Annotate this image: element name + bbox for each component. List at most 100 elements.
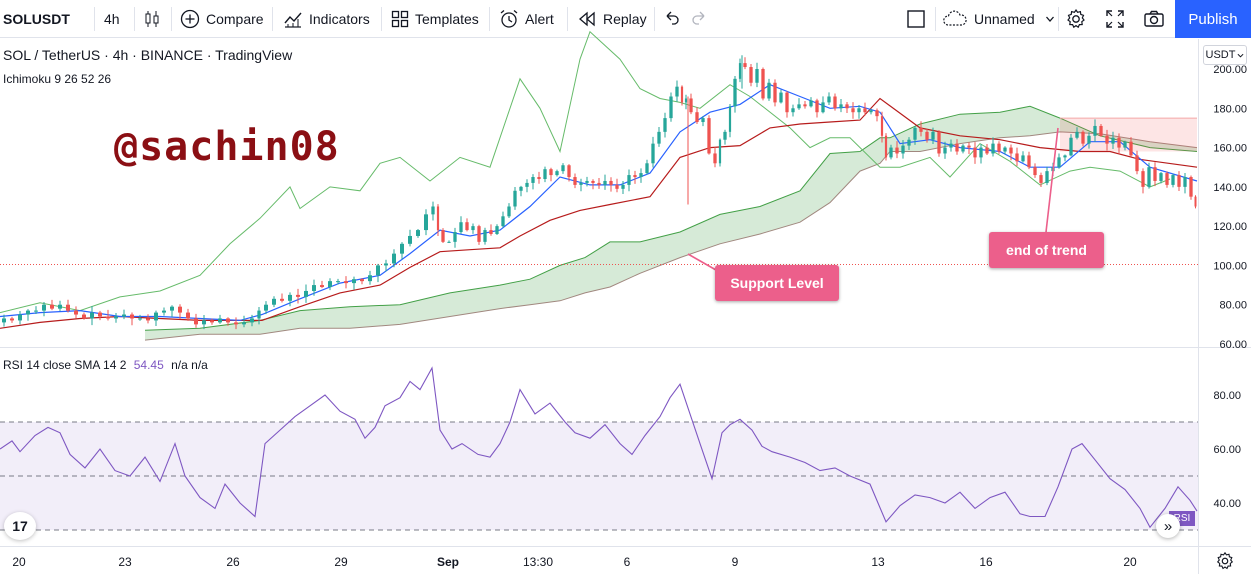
fullscreen-button[interactable] [1105, 0, 1125, 38]
candle-body [1021, 155, 1025, 162]
candle-body [288, 294, 292, 301]
symbol-search-button[interactable]: SOLUSDT [3, 0, 70, 38]
candle-body [573, 177, 577, 185]
candle-body [743, 63, 747, 68]
candle-body [695, 112, 699, 123]
candle-body [973, 147, 977, 158]
fullscreen-layout-button[interactable] [906, 0, 926, 38]
candle-body [815, 100, 819, 113]
candle [424, 209, 428, 236]
candle-body [749, 67, 753, 83]
candle-body [1111, 137, 1115, 144]
candle [591, 179, 595, 190]
candle [949, 139, 953, 152]
ichimoku-legend[interactable]: Ichimoku 9 26 52 26 [3, 72, 112, 86]
candle-body [1075, 131, 1079, 138]
time-axis-tick: 6 [624, 555, 631, 569]
candle [501, 211, 505, 228]
candle-body [519, 186, 523, 191]
end-of-trend-callout[interactable]: end of trend [989, 232, 1104, 268]
timescale-settings-button[interactable] [1215, 551, 1235, 571]
candle-body [34, 310, 38, 312]
candle-body [863, 108, 867, 113]
toolbar-divider [171, 7, 172, 31]
candle-body [684, 98, 688, 103]
candle [1171, 173, 1175, 188]
chart-type-button[interactable] [143, 0, 161, 38]
settings-button[interactable] [1065, 0, 1087, 38]
candle [400, 242, 404, 260]
candle [895, 141, 899, 159]
layout-name-label: Unnamed [974, 11, 1035, 27]
candle-body [1105, 135, 1109, 144]
candle-body [615, 184, 619, 189]
candle-body [10, 318, 14, 321]
interval-button[interactable]: 4h [104, 0, 120, 38]
candle [194, 313, 198, 328]
toolbar-divider [272, 7, 273, 31]
candle-body [90, 312, 94, 319]
candle-body [26, 310, 30, 315]
candle-body [997, 143, 1001, 152]
time-axis-tick: 23 [118, 555, 132, 569]
candle-body [603, 180, 607, 185]
candle-body [657, 131, 661, 144]
candle [82, 312, 86, 320]
candle-body [114, 316, 118, 319]
candle [863, 102, 867, 116]
candle [2, 314, 6, 327]
candle [833, 93, 837, 111]
candle-body [1147, 167, 1151, 187]
gear-icon [1216, 551, 1234, 570]
templates-button[interactable]: Templates [391, 0, 479, 38]
candle [296, 288, 300, 304]
candle-body [943, 147, 947, 154]
candle [465, 218, 469, 232]
candle-body [1063, 155, 1067, 158]
candle-body [2, 318, 6, 323]
candle-body [392, 253, 396, 264]
candle-body [555, 171, 559, 176]
candle-body [851, 108, 855, 113]
snapshot-button[interactable] [1143, 0, 1165, 38]
publish-button[interactable]: Publish [1175, 0, 1251, 38]
undo-button[interactable] [663, 0, 681, 38]
candle [1111, 131, 1115, 150]
compare-button[interactable]: Compare [180, 0, 264, 38]
candle [1081, 130, 1085, 147]
candle-body [264, 304, 268, 311]
candle-body [272, 298, 276, 305]
candle-body [937, 131, 941, 154]
redo-button[interactable] [690, 0, 708, 38]
replay-button[interactable]: Replay [577, 0, 647, 38]
support-level-callout[interactable]: Support Level [715, 265, 839, 301]
toolbar-divider [1058, 7, 1059, 31]
candle-body [803, 104, 807, 107]
time-axis-tick: 16 [979, 555, 993, 569]
candle [839, 99, 843, 113]
tradingview-logo[interactable]: 17 [4, 512, 36, 540]
toolbar-divider [935, 7, 936, 31]
candle-body [827, 96, 831, 103]
candle [1165, 171, 1169, 188]
candle-body [949, 143, 953, 148]
currency-selector[interactable]: USDT [1203, 45, 1247, 65]
candle [713, 146, 717, 168]
layout-menu-button[interactable]: Unnamed [942, 0, 1055, 38]
candle-body [785, 92, 789, 113]
chevron-down-icon [1237, 53, 1244, 58]
indicators-button[interactable]: Indicators [283, 0, 370, 38]
scroll-to-realtime-button[interactable]: » [1156, 514, 1180, 538]
candle [845, 102, 849, 113]
candle [1194, 195, 1197, 209]
candle [707, 115, 711, 155]
replay-label: Replay [603, 11, 647, 27]
candle-body [1177, 175, 1181, 187]
candle-body [525, 182, 529, 187]
candle [154, 310, 158, 326]
rsi-legend[interactable]: RSI 14 close SMA 14 2 54.45 n/a n/a [3, 358, 208, 372]
candle-body [416, 230, 420, 236]
candle [58, 300, 62, 312]
alert-button[interactable]: Alert [499, 0, 554, 38]
